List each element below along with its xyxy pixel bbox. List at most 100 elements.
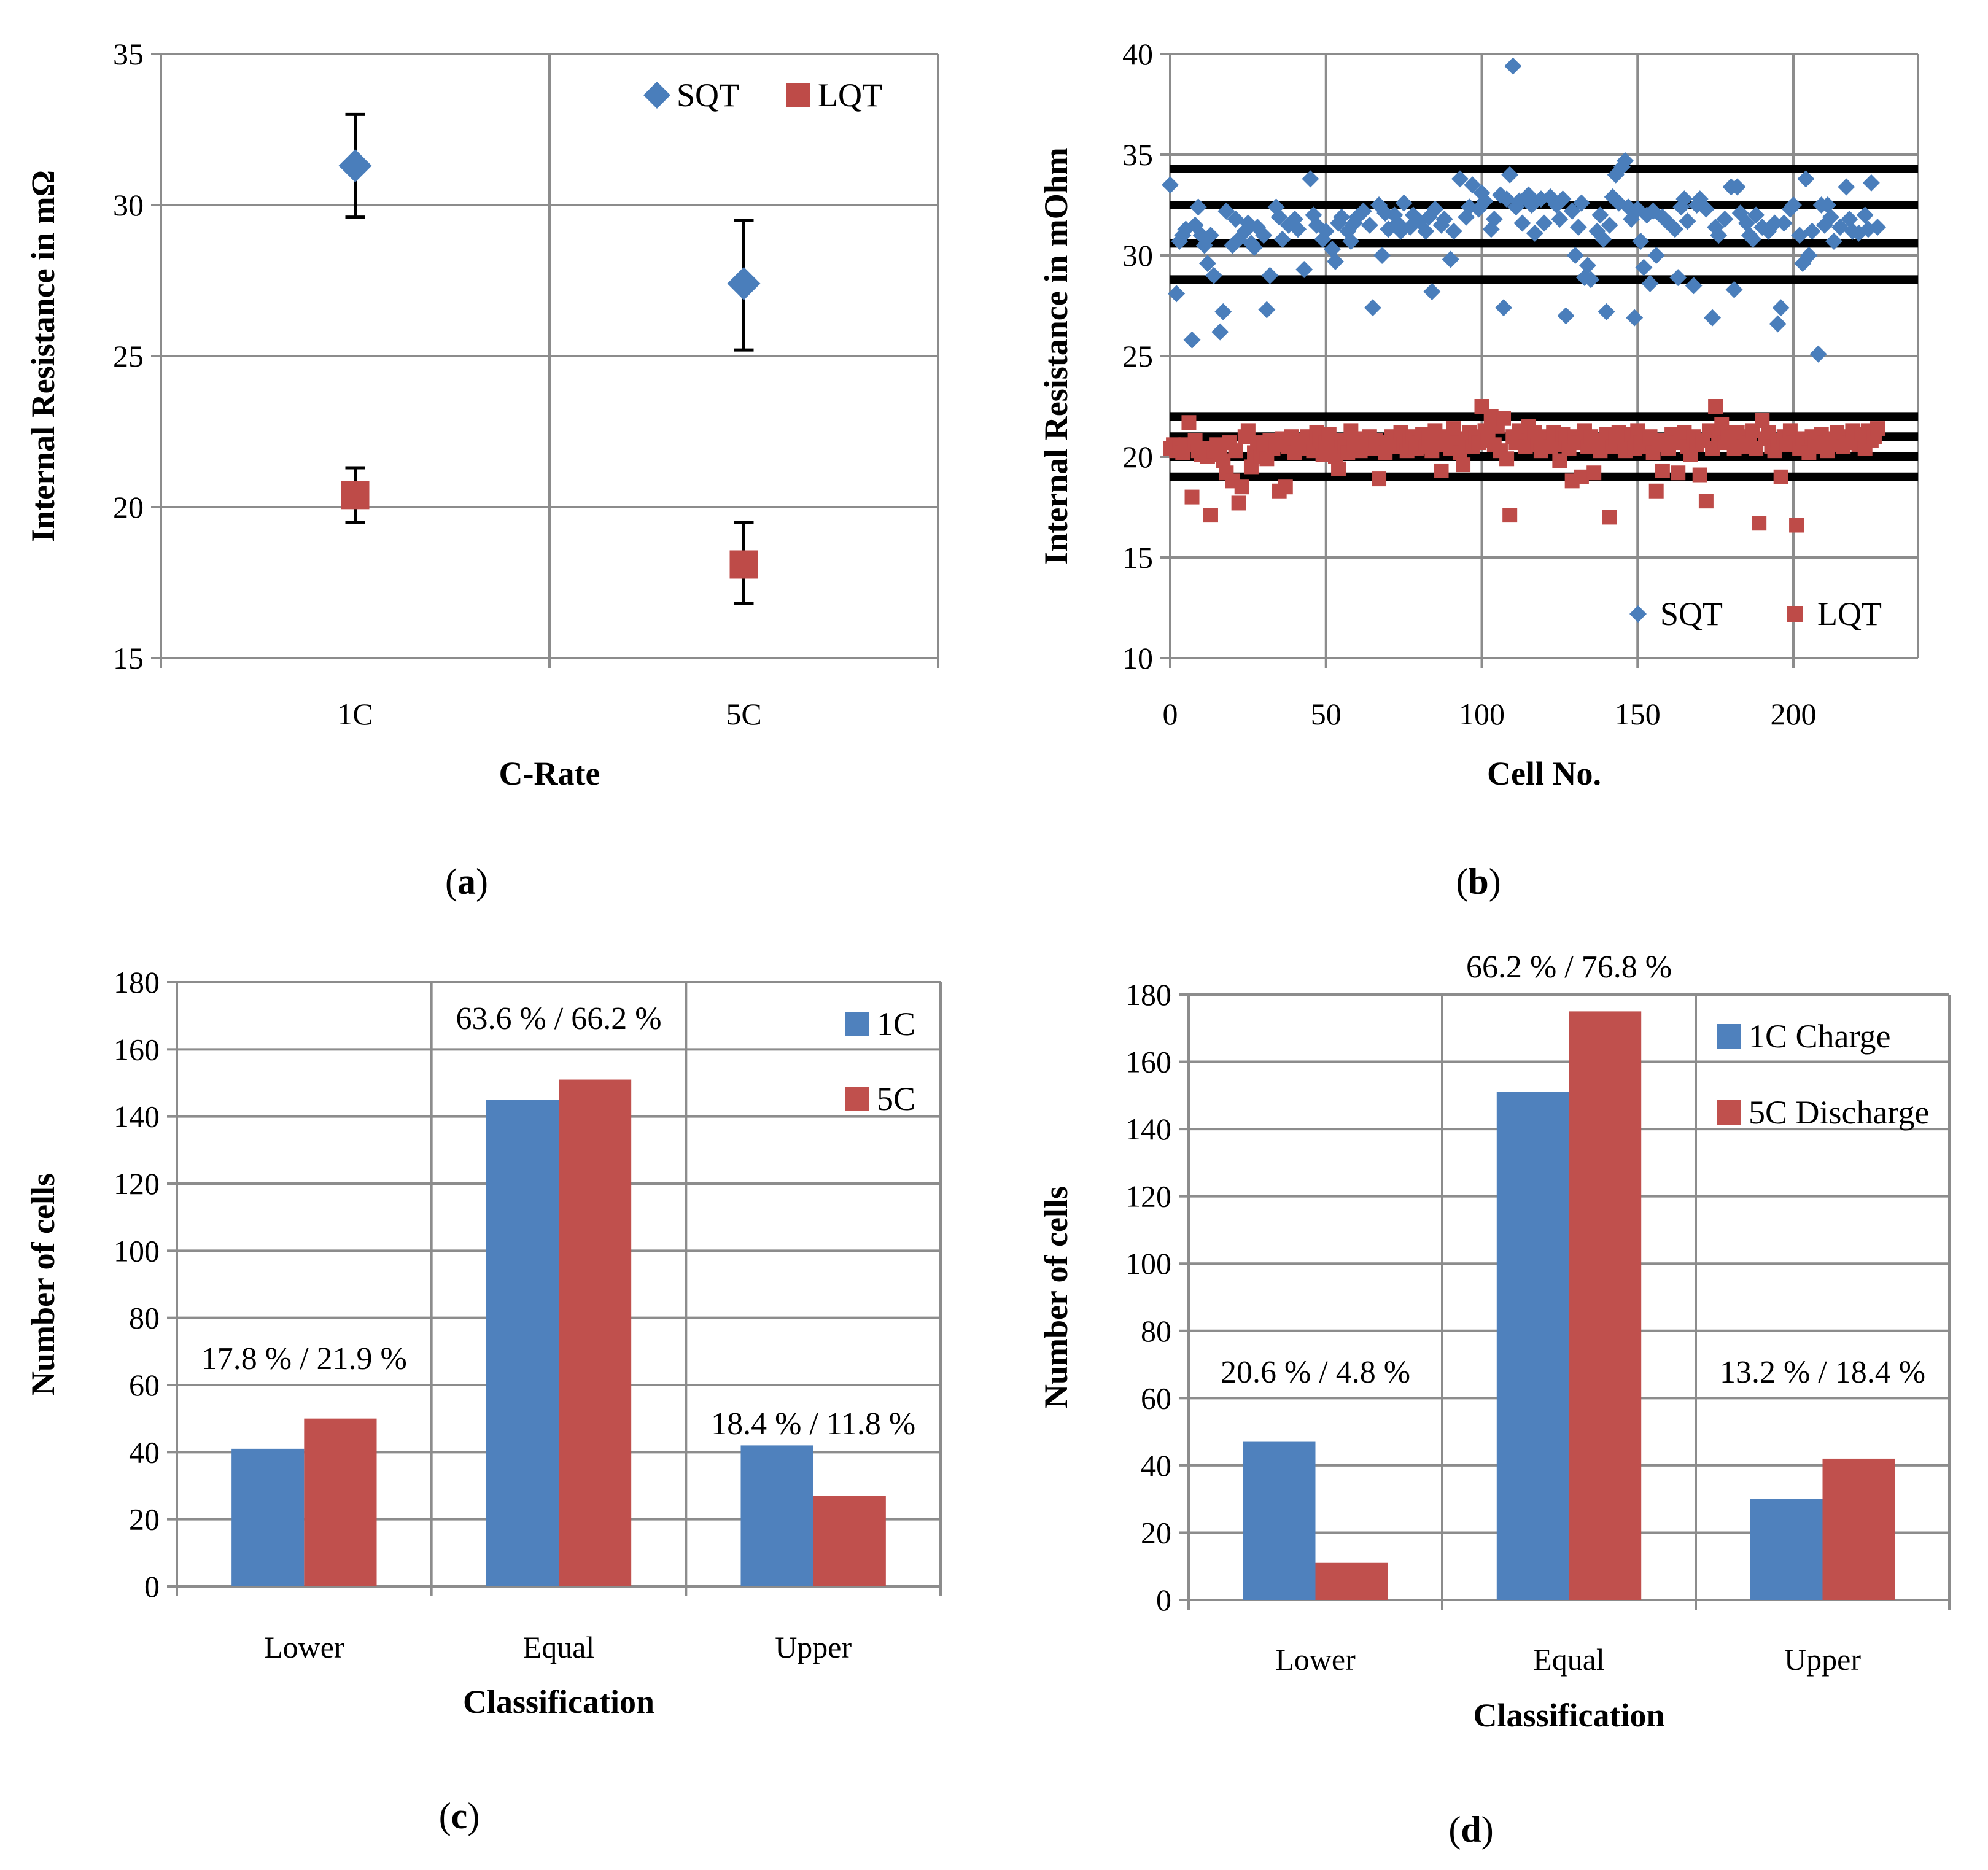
legend-marker-1c-charge xyxy=(1717,1024,1741,1049)
data-point-sqt xyxy=(1775,214,1793,232)
data-point-sqt xyxy=(1632,233,1650,250)
panel-a-chart: 35 30 25 20 15 Internal Resistance in mΩ C-Rat… xyxy=(25,37,939,902)
data-point-sqt xyxy=(1569,219,1587,236)
data-point-sqt xyxy=(1598,303,1615,320)
y-tick-label: 160 xyxy=(1125,1045,1171,1079)
data-point-sqt xyxy=(1495,299,1513,317)
data-point-sqt xyxy=(1333,208,1351,226)
data-point-sqt xyxy=(1202,227,1219,244)
data-point-lqt xyxy=(1234,479,1249,495)
data-point-lqt xyxy=(1586,465,1602,481)
bar-5c xyxy=(559,1079,632,1586)
data-point-sqt xyxy=(1822,208,1839,226)
data-point-sqt xyxy=(1326,252,1344,270)
data-point-lqt xyxy=(1231,495,1246,511)
x-axis-title: Cell No. xyxy=(1487,755,1601,792)
data-point-sqt xyxy=(1557,307,1575,325)
data-point-sqt xyxy=(1800,247,1818,264)
data-point-lqt xyxy=(1228,443,1243,459)
data-point-sqt xyxy=(1669,269,1687,287)
bar-5c xyxy=(813,1496,886,1586)
y-tick-label: 100 xyxy=(1125,1246,1171,1281)
data-point-sqt xyxy=(1211,323,1229,341)
data-point-sqt xyxy=(1323,241,1341,258)
bar-5c-discharge xyxy=(1315,1562,1388,1600)
y-tick-label: 120 xyxy=(1125,1179,1171,1214)
data-point-sqt xyxy=(1675,190,1693,208)
data-point-sqt xyxy=(338,149,372,183)
y-tick-label: 35 xyxy=(113,37,144,71)
legend-label: 5C xyxy=(877,1080,915,1117)
data-point-sqt xyxy=(1841,210,1858,228)
bar-1c xyxy=(486,1100,559,1586)
data-point-sqt xyxy=(1162,176,1179,194)
data-point-sqt xyxy=(1255,227,1273,244)
y-axis-title: Number of cells xyxy=(25,1173,61,1395)
data-point-lqt xyxy=(1648,483,1664,499)
y-tick-label: 10 xyxy=(1122,641,1153,675)
x-axis-title: Classification xyxy=(463,1683,654,1720)
data-point-lqt xyxy=(1574,469,1589,484)
data-point-sqt xyxy=(1426,200,1444,218)
panel-label: (b) xyxy=(1456,861,1501,902)
x-tick-label: 5C xyxy=(726,697,761,731)
data-point-sqt xyxy=(1354,202,1372,220)
y-axis-title: Internal Resistance in mΩ xyxy=(25,170,61,542)
y-tick-label: 0 xyxy=(144,1569,160,1604)
bar-1c-charge xyxy=(1243,1441,1316,1600)
panel-label: (d) xyxy=(1448,1809,1493,1850)
data-point-sqt xyxy=(1373,247,1391,264)
data-point-sqt xyxy=(1725,281,1743,298)
data-point-sqt xyxy=(1189,198,1207,216)
bar-5c-discharge xyxy=(1569,1011,1642,1600)
data-point-sqt xyxy=(1261,266,1279,284)
data-point-sqt xyxy=(1464,176,1481,194)
y-tick-label: 160 xyxy=(114,1032,160,1066)
data-point-sqt xyxy=(727,266,761,300)
bar-group-annotation: 63.6 % / 66.2 % xyxy=(456,1001,661,1036)
data-point-sqt xyxy=(1395,194,1413,212)
y-tick-label: 0 xyxy=(1156,1583,1171,1617)
bar-1c xyxy=(231,1448,305,1586)
legend-marker-1c xyxy=(845,1012,869,1036)
y-tick-label: 180 xyxy=(114,965,160,999)
data-point-sqt xyxy=(1536,214,1553,232)
y-tick-label: 60 xyxy=(1141,1381,1171,1415)
data-point-sqt xyxy=(1572,194,1590,212)
data-point-sqt xyxy=(1769,315,1787,333)
data-point-sqt xyxy=(1435,210,1453,228)
y-tick-label: 100 xyxy=(114,1233,160,1268)
data-point-sqt xyxy=(1258,301,1276,319)
data-point-sqt xyxy=(1803,222,1821,240)
x-tick-label: 0 xyxy=(1163,697,1178,731)
data-point-sqt xyxy=(1205,266,1223,284)
x-tick-label: 50 xyxy=(1311,697,1342,731)
x-tick-label: 200 xyxy=(1771,697,1817,731)
data-point-sqt xyxy=(1246,238,1264,256)
data-point-lqt xyxy=(1331,461,1346,476)
data-point-lqt xyxy=(1655,463,1670,478)
panel-c-chart: 180 160 140 120 100 80 60 40 20 0 Number of cells C… xyxy=(25,965,942,1836)
legend-marker-lqt xyxy=(786,83,810,107)
bar-1c-charge xyxy=(1496,1092,1569,1600)
data-point-sqt xyxy=(1417,222,1435,240)
data-point-sqt xyxy=(1198,255,1216,273)
legend-marker-5c xyxy=(845,1087,869,1111)
panel-label: (a) xyxy=(445,861,488,902)
data-point-sqt xyxy=(1728,178,1746,196)
data-point-lqt xyxy=(1184,489,1200,505)
legend-label: 5C Discharge xyxy=(1749,1094,1929,1131)
y-tick-label: 140 xyxy=(1125,1112,1171,1146)
data-point-lqt xyxy=(1278,479,1293,495)
bar-group-annotation: 18.4 % / 11.8 % xyxy=(711,1406,915,1441)
legend-marker-sqt xyxy=(643,82,670,109)
data-point-sqt xyxy=(1869,219,1887,236)
data-point-sqt xyxy=(1582,271,1600,289)
x-tick-label: 1C xyxy=(337,697,373,731)
bar-group-annotation: 66.2 % / 76.8 % xyxy=(1466,950,1672,985)
data-point-sqt xyxy=(1361,216,1378,234)
y-tick-label: 180 xyxy=(1125,977,1171,1012)
legend-label: 1C Charge xyxy=(1749,1018,1890,1055)
data-point-sqt xyxy=(1766,214,1784,232)
y-tick-label: 20 xyxy=(1122,440,1153,474)
